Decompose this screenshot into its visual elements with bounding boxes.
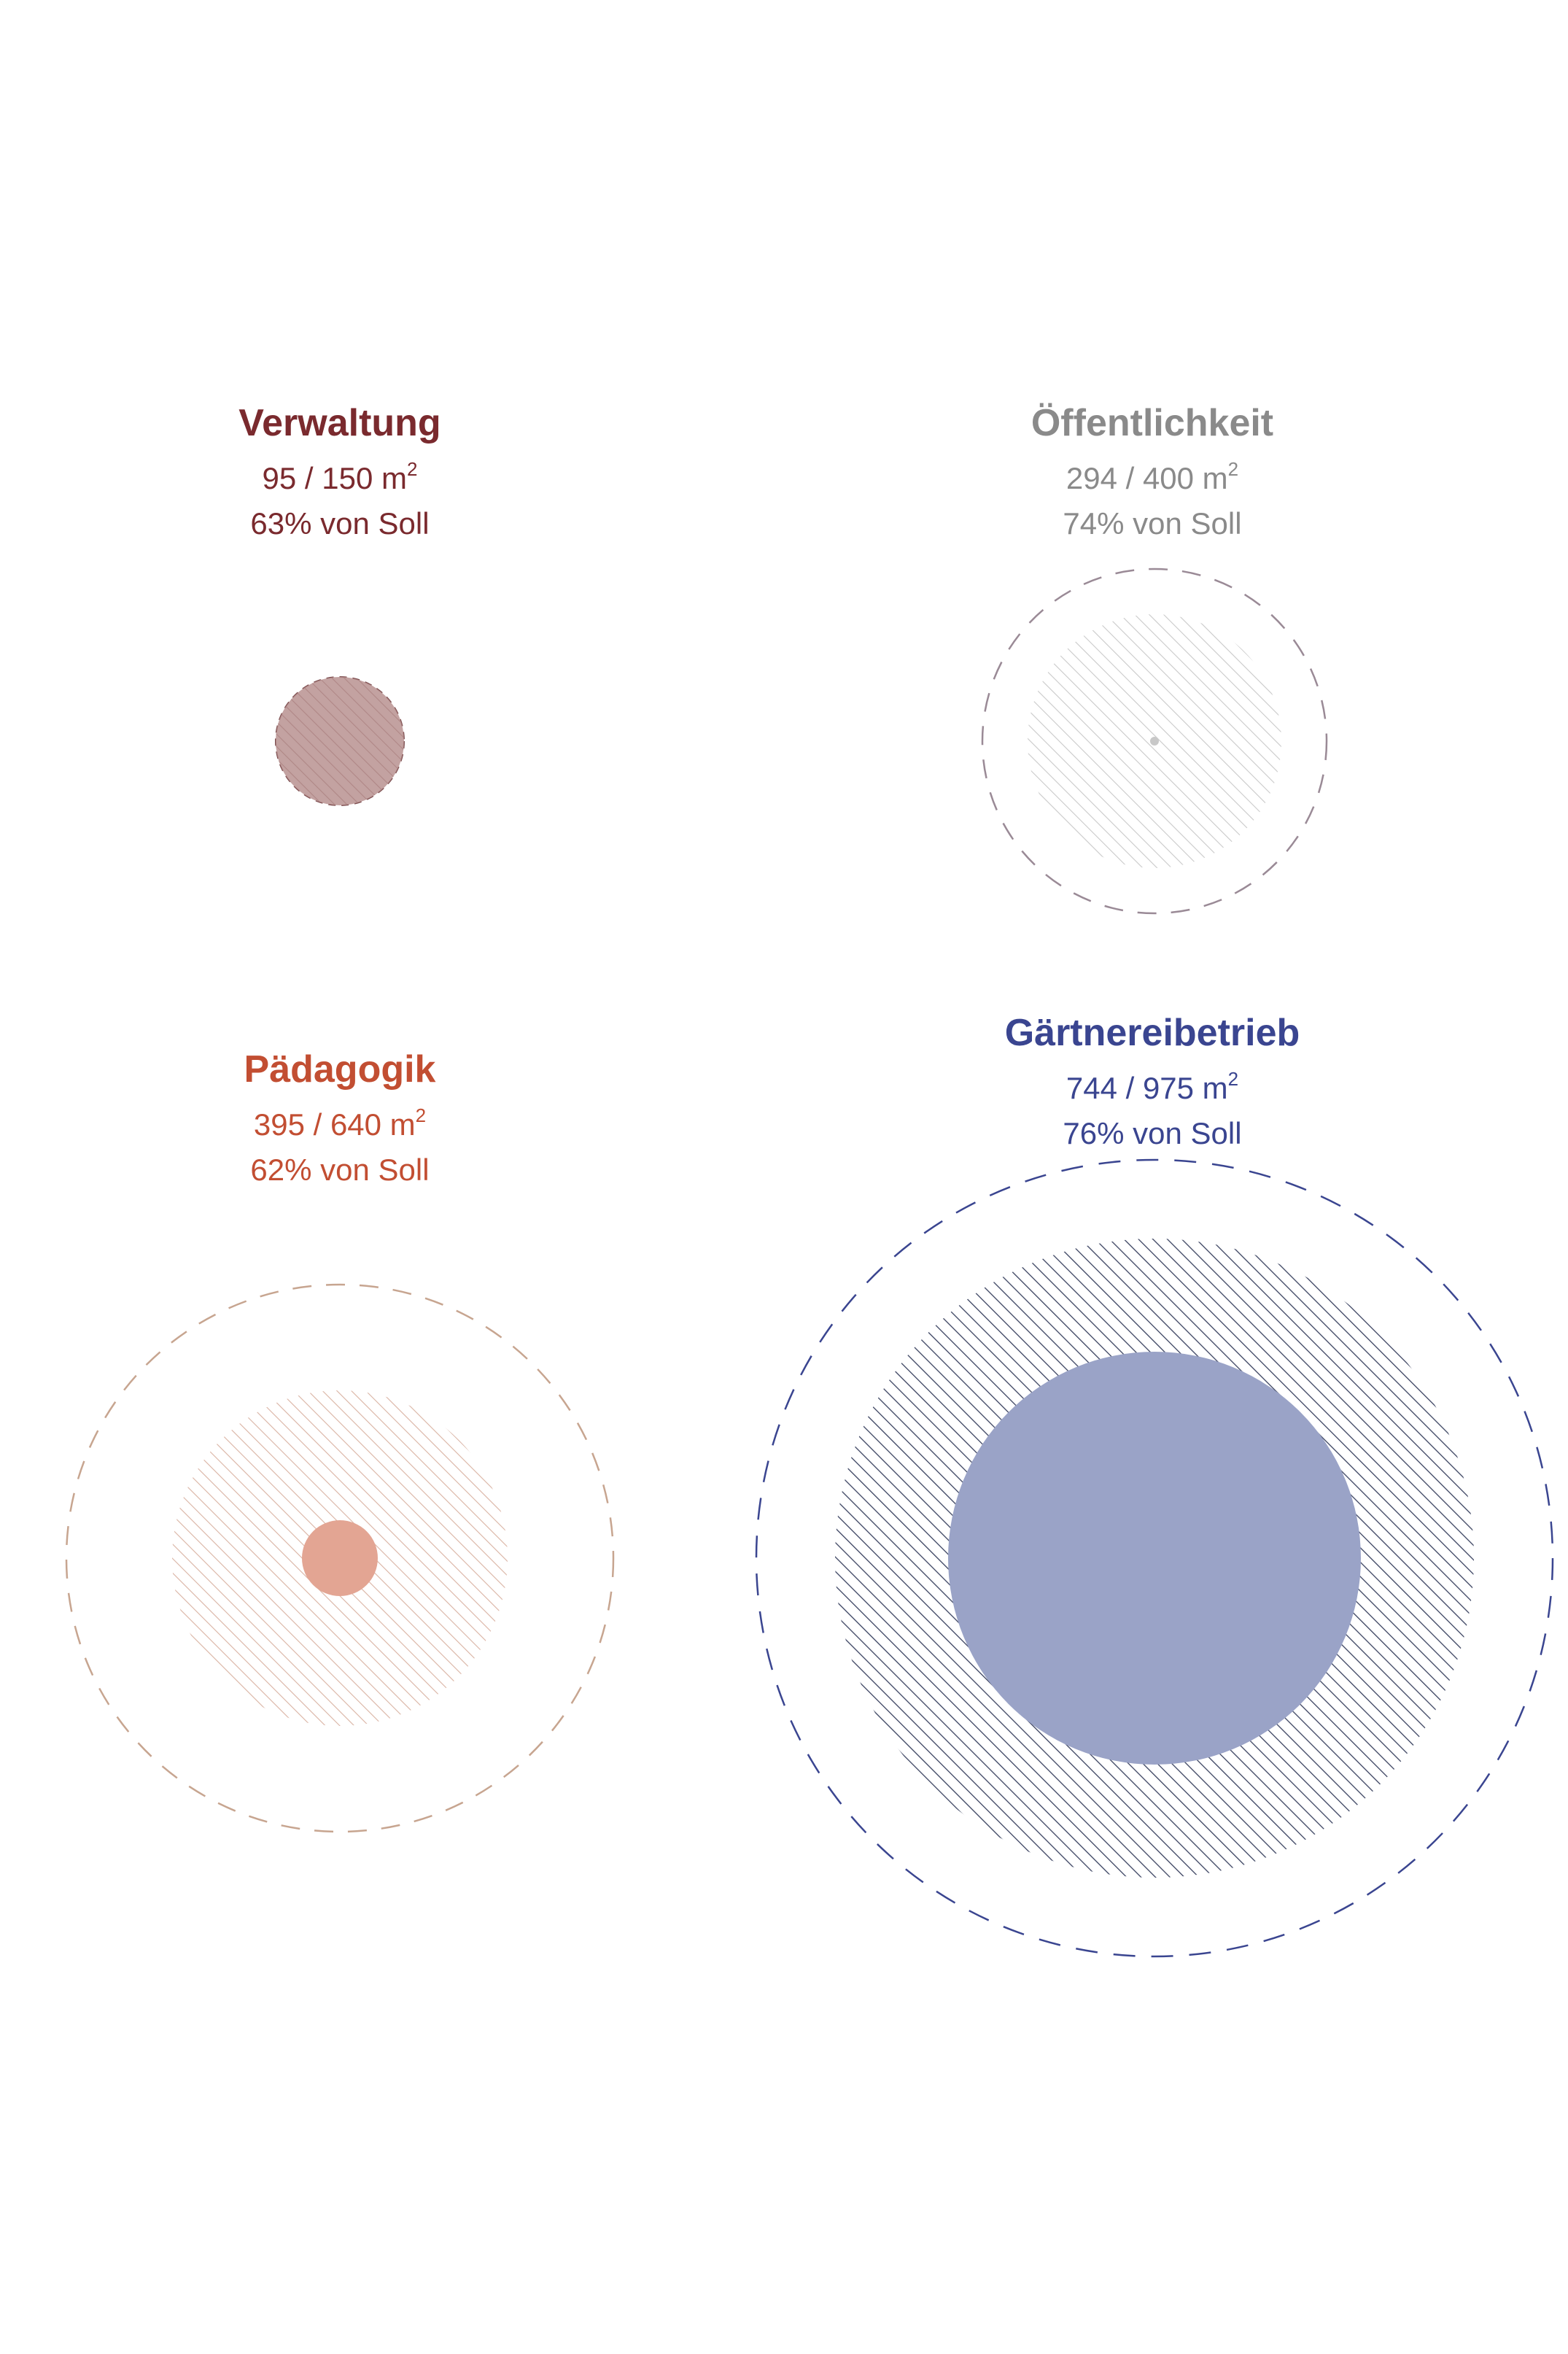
oeffentlichkeit-percent: 74% von Soll xyxy=(1063,506,1242,541)
oeffentlichkeit-ist-dot xyxy=(1150,737,1159,746)
gaertnereibetrieb-title: Gärtnereibetrieb xyxy=(1004,1012,1300,1054)
paedagogik-area: 395 / 640 m2 xyxy=(253,1104,427,1142)
verwaltung-ist-circle xyxy=(276,677,404,805)
gaertnereibetrieb-circles xyxy=(755,1158,1554,1958)
verwaltung-circles xyxy=(275,676,405,806)
verwaltung-title: Verwaltung xyxy=(238,402,441,444)
oeffentlichkeit-outer-dashed-ring xyxy=(981,568,1328,915)
paedagogik-percent: 62% von Soll xyxy=(250,1153,430,1187)
oeffentlichkeit-circles xyxy=(981,568,1328,915)
paedagogik-ist-circle xyxy=(302,1520,378,1596)
oeffentlichkeit-title: Öffentlichkeit xyxy=(1031,402,1274,444)
paedagogik-label: Pädagogik 395 / 640 m2 62% von Soll xyxy=(48,1046,632,1193)
oeffentlichkeit-label: Öffentlichkeit 294 / 400 m2 74% von Soll xyxy=(861,400,1444,546)
gaertnereibetrieb-area: 744 / 975 m2 xyxy=(1066,1068,1239,1105)
verwaltung-area: 95 / 150 m2 xyxy=(262,458,418,495)
gaertnereibetrieb-ist-circle xyxy=(948,1352,1361,1765)
gaertnereibetrieb-label: Gärtnereibetrieb 744 / 975 m2 76% von So… xyxy=(861,1010,1444,1156)
paedagogik-title: Pädagogik xyxy=(244,1048,436,1091)
paedagogik-circles xyxy=(65,1283,615,1833)
gaertnereibetrieb-outer-dashed-ring xyxy=(755,1158,1554,1958)
verwaltung-percent: 63% von Soll xyxy=(250,506,430,541)
verwaltung-label: Verwaltung 95 / 150 m2 63% von Soll xyxy=(48,400,632,546)
oeffentlichkeit-area: 294 / 400 m2 xyxy=(1066,458,1239,495)
gaertnereibetrieb-percent: 76% von Soll xyxy=(1063,1116,1242,1150)
paedagogik-outer-dashed-ring xyxy=(65,1283,615,1833)
